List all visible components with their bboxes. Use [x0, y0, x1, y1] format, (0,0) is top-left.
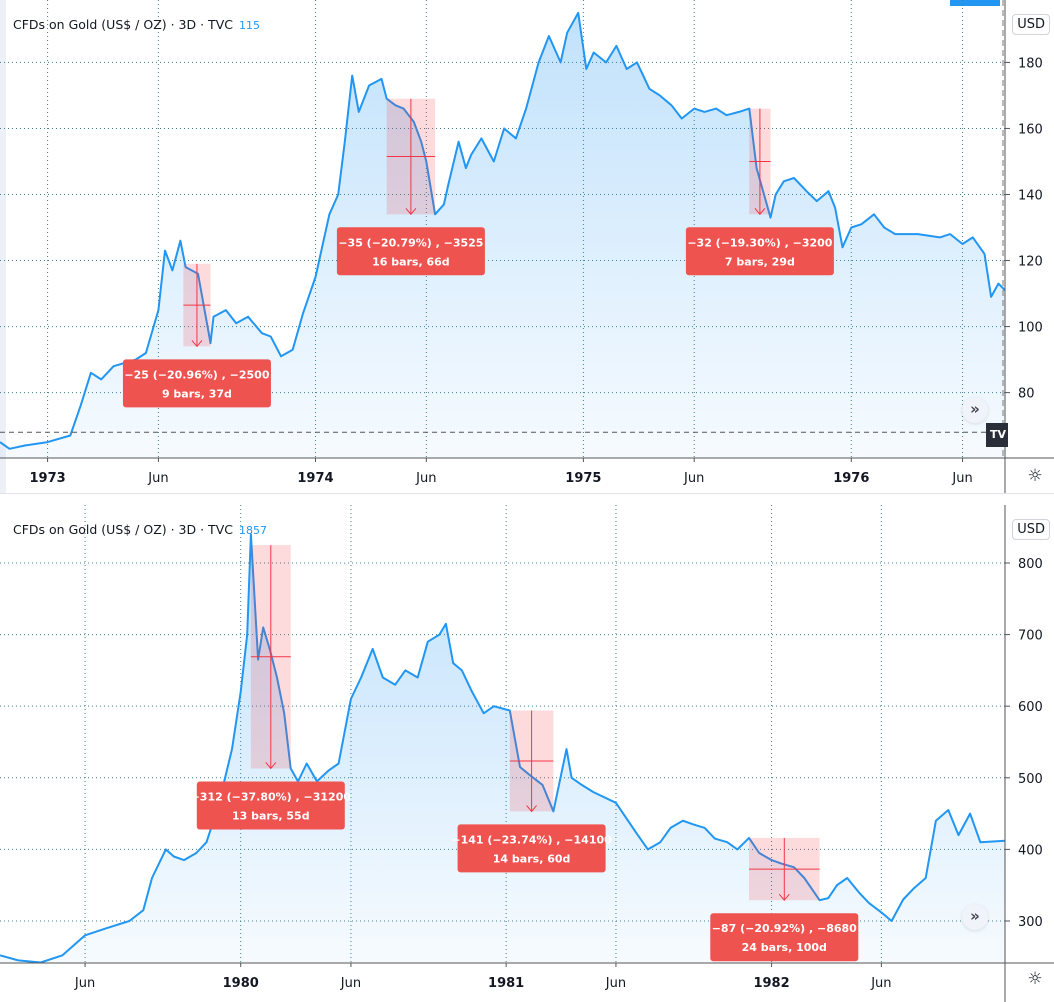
measure-label-box	[336, 227, 485, 276]
arrow-down-icon	[191, 340, 203, 348]
measure-tool	[183, 263, 211, 348]
price-axis-label: 80	[1018, 387, 1035, 402]
chart-canvas[interactable]: 300 400 500 600 700 800 Jun 1980 Jun 1981 Jun 1982 J…	[0, 505, 1054, 1002]
measure-tool	[749, 837, 820, 901]
measure-label: −141 (−23.74%) , −14100 14 bars, 60d	[451, 824, 612, 873]
price-area-fill	[0, 12, 1005, 458]
left-toolbar-edge	[0, 0, 6, 493]
time-axis-label: Jun	[870, 976, 891, 991]
measure-tool	[509, 710, 554, 813]
price-axis-label: 140	[1018, 188, 1043, 203]
time-axis-label: Jun	[683, 471, 704, 486]
time-axis-label: 1980	[223, 976, 259, 991]
time-axis-label: 1974	[297, 471, 333, 486]
measure-label-bars: 16 bars, 66d	[372, 255, 450, 268]
panel-separator	[0, 493, 1054, 506]
settings-sun-icon[interactable]: ☼	[1027, 466, 1043, 486]
arrow-down-icon	[526, 805, 537, 813]
price-line	[0, 11, 1005, 450]
price-axis-label: 600	[1018, 700, 1043, 715]
chart-panel-top[interactable]: 80 100 120 140 160 180 1973 Jun 1974 Jun 1975 Jun 19…	[0, 0, 1054, 493]
price-axis-label: 800	[1018, 557, 1043, 572]
measure-label-box	[122, 359, 271, 408]
measure-label-box	[457, 824, 606, 873]
price-axis-label: 120	[1018, 255, 1043, 270]
measure-label: −87 (−20.92%) , −8680 24 bars, 100d	[710, 913, 859, 962]
measure-label-change: −25 (−20.96%) , −2500	[124, 368, 269, 381]
time-axis-label: 1975	[565, 471, 601, 486]
measure-label: −312 (−37.80%) , −31200 13 bars, 55d	[191, 781, 352, 830]
price-axis-label: 160	[1018, 122, 1043, 137]
tradingview-logo-icon: TV	[986, 423, 1008, 447]
price-axis-label: 300	[1018, 915, 1043, 930]
symbol-title: CFDs on Gold (US$ / OZ) · 3D · TVC	[13, 522, 233, 537]
symbol-title: CFDs on Gold (US$ / OZ) · 3D · TVC	[13, 17, 233, 32]
time-axis-label: Jun	[951, 471, 972, 486]
measure-tool	[250, 545, 291, 770]
settings-sun-icon[interactable]: ☼	[1027, 969, 1043, 989]
price-axis-label: 180	[1018, 56, 1043, 71]
price-axis-label: 500	[1018, 772, 1043, 787]
time-axis-label: 1982	[753, 976, 789, 991]
measure-label-bars: 24 bars, 100d	[742, 941, 827, 954]
time-axis-label: 1973	[29, 471, 65, 486]
measure-label-change: −141 (−23.74%) , −14100	[451, 833, 612, 846]
price-line	[0, 533, 1005, 963]
scroll-to-realtime-button[interactable]: »	[962, 397, 988, 423]
measure-label-bars: 14 bars, 60d	[493, 852, 571, 865]
time-axis-label: Jun	[605, 976, 626, 991]
scroll-to-realtime-button[interactable]: »	[962, 904, 988, 930]
time-axis-label: Jun	[340, 976, 361, 991]
price-axis-label: 100	[1018, 321, 1043, 336]
measure-tool	[386, 98, 436, 216]
chart-panel-bottom[interactable]: 300 400 500 600 700 800 Jun 1980 Jun 1981 Jun 1982 J…	[0, 505, 1054, 1002]
measure-label: −35 (−20.79%) , −3525 16 bars, 66d	[336, 227, 485, 276]
arrow-down-icon	[405, 207, 417, 216]
measure-label-change: −312 (−37.80%) , −31200	[191, 790, 352, 803]
arrow-down-icon	[754, 207, 766, 216]
measure-label-bars: 13 bars, 55d	[232, 809, 310, 822]
arrow-down-icon	[265, 762, 277, 770]
time-axis-label: 1981	[488, 976, 524, 991]
measure-label-box	[685, 227, 834, 276]
time-axis-label: 1976	[833, 471, 869, 486]
time-axis-label: Jun	[415, 471, 436, 486]
measure-label: −25 (−20.96%) , −2500 9 bars, 37d	[122, 359, 271, 408]
last-price: 1857	[238, 524, 267, 537]
time-axis-label: Jun	[74, 976, 95, 991]
measure-label-change: −35 (−20.79%) , −3525	[338, 236, 483, 249]
time-axis-label: Jun	[147, 471, 168, 486]
legend-header: CFDs on Gold (US$ / OZ) · 3D · TVC 115	[13, 17, 260, 32]
measure-tool	[749, 108, 771, 216]
price-area-fill	[0, 534, 1005, 963]
measure-label-box	[196, 781, 345, 830]
arrow-down-icon	[778, 893, 790, 901]
measure-label-box	[710, 913, 859, 962]
currency-button[interactable]: USD	[1012, 14, 1050, 35]
measure-label: −32 (−19.30%) , −3200 7 bars, 29d	[685, 227, 834, 276]
price-axis-label: 700	[1018, 629, 1043, 644]
measure-label-bars: 7 bars, 29d	[725, 255, 795, 268]
series-group	[0, 533, 1005, 963]
currency-button[interactable]: USD	[1012, 519, 1050, 540]
measure-label-change: −87 (−20.92%) , −8680	[712, 922, 857, 935]
price-axis-label: 400	[1018, 843, 1043, 858]
measure-label-bars: 9 bars, 37d	[162, 387, 232, 400]
chart-canvas[interactable]: 80 100 120 140 160 180 1973 Jun 1974 Jun 1975 Jun 19…	[0, 0, 1054, 493]
measure-label-change: −32 (−19.30%) , −3200	[687, 236, 832, 249]
top-toolbar-highlight	[950, 0, 1000, 6]
series-group	[0, 11, 1005, 458]
last-price: 115	[238, 19, 260, 32]
legend-header: CFDs on Gold (US$ / OZ) · 3D · TVC 1857	[13, 522, 267, 537]
